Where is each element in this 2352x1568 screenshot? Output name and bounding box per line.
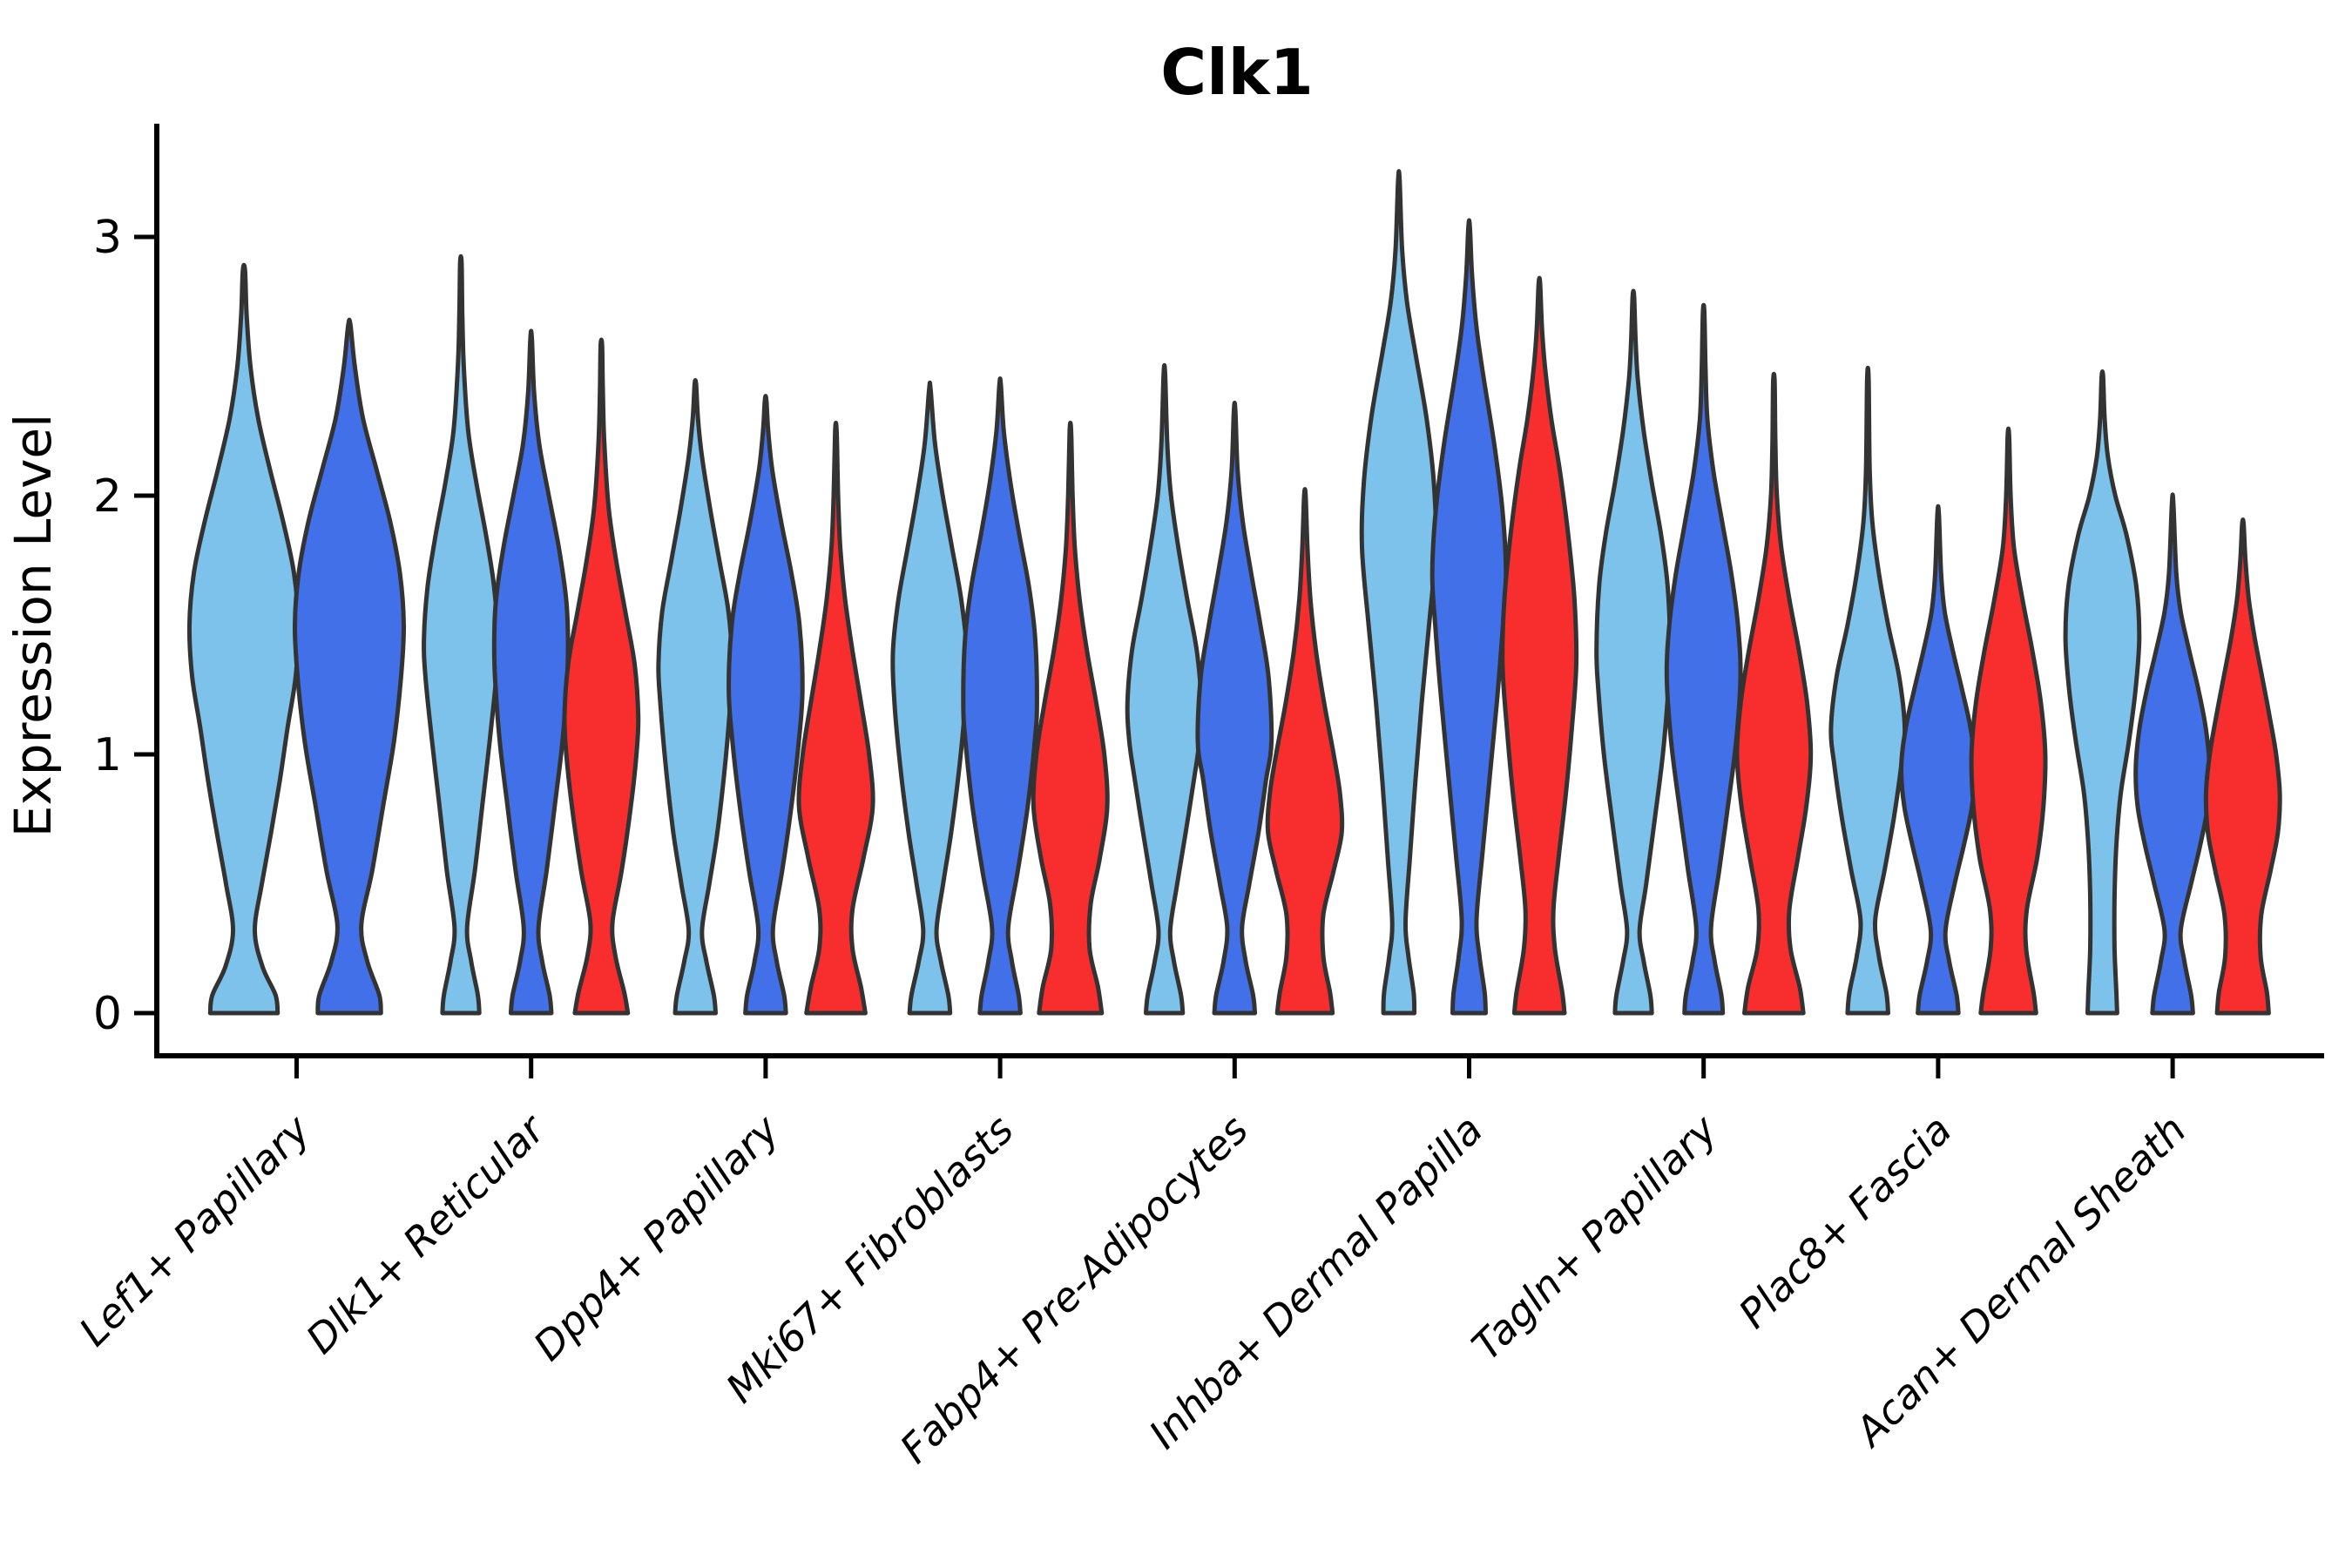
violin-cat4-slot1 — [890, 380, 970, 1016]
violin-cat2-slot1 — [422, 253, 501, 1016]
violin-cat6-slot3 — [1500, 275, 1579, 1016]
violin-cat8-slot1 — [1828, 365, 1908, 1016]
y-tick-label: 3 — [93, 212, 122, 264]
violin-cat3-slot3 — [796, 421, 875, 1016]
violin-cat6-slot2 — [1429, 218, 1509, 1016]
violin-cat4-slot2 — [961, 376, 1039, 1016]
x-tick-label-7: Tagln+ Papillary — [1463, 1105, 1727, 1369]
violin-cat7-slot1 — [1594, 288, 1673, 1016]
violin-cat8-slot2 — [1899, 504, 1977, 1016]
violin-cat8-slot3 — [1969, 426, 2048, 1016]
chart-title: Clk1 — [1160, 36, 1314, 109]
x-tick-label-2: Dlk1+ Reticular — [297, 1104, 556, 1362]
violin-cat5-slot1 — [1125, 362, 1204, 1016]
violin-cat7-slot3 — [1734, 371, 1814, 1016]
violin-cat9-slot1 — [2063, 368, 2142, 1016]
violin-cat2-slot3 — [562, 337, 641, 1016]
y-tick-label: 2 — [93, 470, 122, 523]
violin-cat7-slot2 — [1664, 302, 1743, 1016]
violin-cat2-slot2 — [491, 328, 571, 1016]
violin-cat9-slot3 — [2203, 517, 2282, 1016]
axes: 0 1 2 3 — [93, 124, 2324, 1058]
y-tick-label: 1 — [93, 729, 122, 781]
violin-cat9-slot2 — [2133, 492, 2212, 1016]
x-tick-label-1: Lef1+ Papillary — [70, 1105, 319, 1355]
y-axis-label: Expression Level — [3, 414, 63, 837]
violin-cat3-slot1 — [656, 378, 735, 1016]
x-tick-label-3: Dpp4+ Papillary — [524, 1105, 788, 1369]
violin-cat5-slot3 — [1265, 487, 1345, 1016]
x-tick-label-8: Plac8+ Fascia — [1729, 1106, 1960, 1337]
violin-series — [186, 169, 2282, 1016]
violin-cat1-slot2 — [292, 317, 407, 1016]
violin-cat1-slot1 — [186, 262, 301, 1016]
violin-cat6-slot1 — [1359, 169, 1438, 1016]
violin-cat4-slot3 — [1031, 421, 1110, 1016]
violin-cat3-slot2 — [727, 394, 805, 1016]
violin-cat5-slot2 — [1195, 400, 1274, 1016]
y-tick-label: 0 — [93, 988, 122, 1040]
